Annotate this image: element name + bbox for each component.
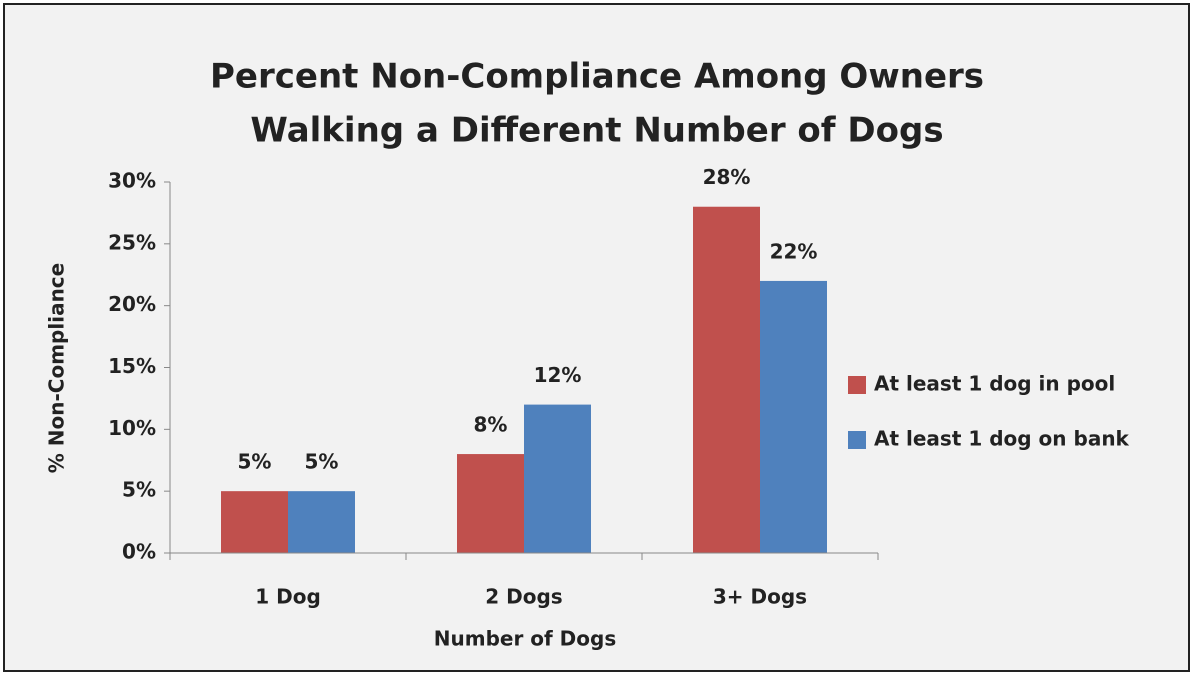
x-tick-label: 3+ Dogs — [713, 585, 807, 609]
legend-swatch — [848, 376, 866, 394]
data-label: 8% — [474, 413, 508, 437]
y-tick-label: 25% — [108, 230, 156, 254]
data-label: 5% — [305, 450, 339, 474]
y-tick-label: 15% — [108, 354, 156, 378]
y-tick-label: 5% — [122, 478, 156, 502]
x-tick-label: 2 Dogs — [485, 585, 562, 609]
bar — [221, 491, 288, 553]
data-label: 22% — [770, 239, 818, 263]
data-label: 28% — [703, 165, 751, 189]
bar — [760, 280, 827, 553]
chart-frame — [3, 3, 1190, 672]
chart-title: Walking a Different Number of Dogs — [250, 111, 943, 151]
data-label: 5% — [238, 450, 272, 474]
y-tick-label: 10% — [108, 416, 156, 440]
bar — [693, 206, 760, 553]
y-axis-title: % Non-Compliance — [45, 263, 69, 473]
bar — [524, 404, 591, 553]
y-tick-label: 30% — [108, 169, 156, 193]
legend-swatch — [848, 431, 866, 449]
bar — [288, 491, 355, 553]
y-tick-label: 20% — [108, 292, 156, 316]
x-tick-label: 1 Dog — [255, 585, 321, 609]
x-axis-title: Number of Dogs — [434, 627, 617, 651]
legend-label: At least 1 dog in pool — [874, 372, 1115, 396]
y-tick-label: 0% — [122, 540, 156, 564]
chart-title: Percent Non-Compliance Among Owners — [210, 57, 984, 97]
bar — [457, 454, 524, 553]
legend-label: At least 1 dog on bank — [874, 427, 1130, 451]
data-label: 12% — [534, 363, 582, 387]
